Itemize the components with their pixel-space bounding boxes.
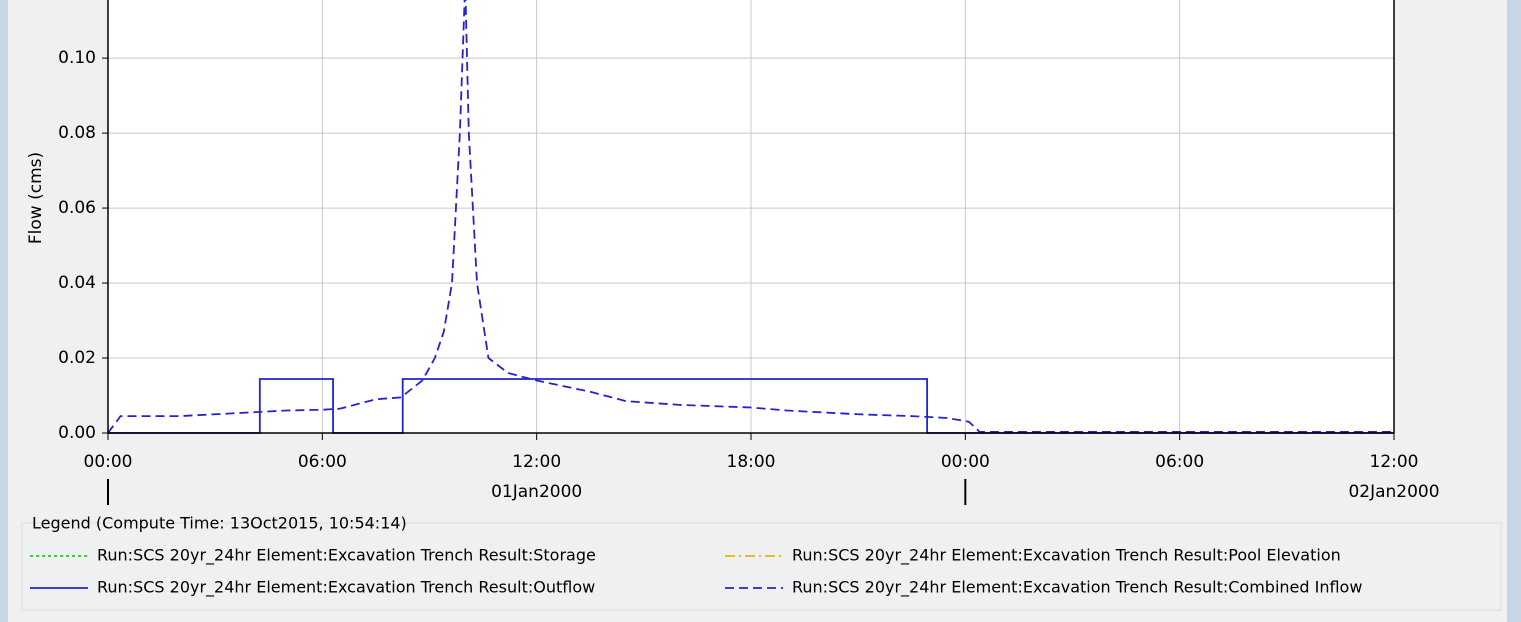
x-tick-label: 00:00 (84, 452, 133, 472)
y-tick-label: 0.02 (58, 348, 96, 368)
x-tick-label: 06:00 (298, 452, 347, 472)
legend-label: Run:SCS 20yr_24hr Element:Excavation Tre… (97, 578, 595, 598)
x-tick-label: 06:00 (1155, 452, 1204, 472)
date-label: 01Jan2000 (491, 482, 582, 502)
y-tick-label: 0.08 (58, 123, 96, 143)
date-label: 02Jan2000 (1348, 482, 1439, 502)
y-tick-label: 0.04 (58, 273, 96, 293)
x-tick-label: 18:00 (727, 452, 776, 472)
x-tick-label: 00:00 (941, 452, 990, 472)
y-tick-label: 0.00 (58, 423, 96, 443)
y-axis-label: Flow (cms) (26, 152, 46, 244)
window-border (0, 0, 8, 622)
legend-label: Run:SCS 20yr_24hr Element:Excavation Tre… (792, 578, 1362, 598)
legend-box (21, 522, 1502, 611)
x-tick-label: 12:00 (1370, 452, 1419, 472)
y-tick-label: 0.10 (58, 48, 96, 68)
series-line (108, 0, 1394, 434)
legend-title: Legend (Compute Time: 13Oct2015, 10:54:1… (32, 514, 407, 533)
window-border (1507, 0, 1521, 622)
y-tick-label: 0.06 (58, 198, 96, 218)
legend-label: Run:SCS 20yr_24hr Element:Excavation Tre… (792, 546, 1341, 566)
x-tick-label: 12:00 (512, 452, 561, 472)
legend-label: Run:SCS 20yr_24hr Element:Excavation Tre… (97, 546, 596, 566)
